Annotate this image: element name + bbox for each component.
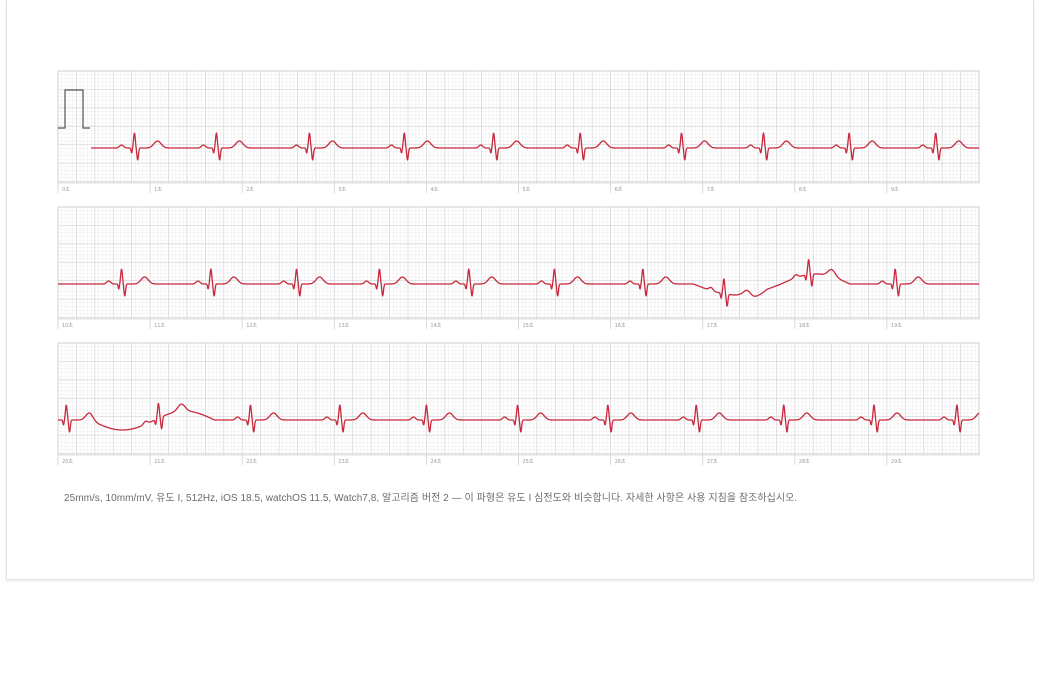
ecg-trace-1 [90,132,980,161]
time-tick-label: 8초 [799,187,807,193]
ecg-strip-1: 0초 1초 2초 3초 4초 5초 6초 7초 8초 9초 [57,70,980,193]
time-tick-label: 13초 [338,323,349,329]
time-tick-label: 26초 [615,459,626,465]
ecg-trace-3 [57,402,980,433]
time-tick-label: 18초 [799,323,810,329]
time-tick-label: 14초 [430,323,441,329]
time-tick-label: 2초 [246,187,254,193]
time-tick-label: 23초 [338,459,349,465]
time-tick-label: 29초 [891,459,902,465]
time-tick-label: 10초 [62,323,73,329]
grid-minor [58,343,979,455]
grid-major [57,206,980,319]
time-tick-label: 9초 [891,187,899,193]
time-tick-label: 15초 [523,323,534,329]
time-tick-label: 4초 [430,187,438,193]
time-tick-label: 21초 [154,459,165,465]
time-tick-label: 27초 [707,459,718,465]
grid-major [57,342,980,455]
time-tick-label: 3초 [338,187,346,193]
time-tick-label: 22초 [246,459,257,465]
time-tick-label: 12초 [246,323,257,329]
time-tick-label: 20초 [62,459,73,465]
grid-minor [58,71,979,183]
time-tick-label: 7초 [707,187,715,193]
time-tick-label: 16초 [615,323,626,329]
time-tick-label: 17초 [707,323,718,329]
ecg-chart: 0초 1초 2초 3초 4초 5초 6초 7초 8초 9초 10초 11초 12초 13초 14초 15초 16… [57,70,980,465]
time-tick-label: 1초 [154,187,162,193]
time-tick-label: 6초 [615,187,623,193]
ecg-trace-2 [57,259,980,307]
time-tick-label: 0초 [62,187,70,193]
grid-major [57,70,980,183]
time-tick-label: 5초 [523,187,531,193]
calibration-pulse [58,89,90,129]
recording-info-footnote: 25mm/s, 10mm/mV, 유도 I, 512Hz, iOS 18.5, … [64,493,798,504]
time-tick-label: 11초 [154,323,165,329]
grid-minor [58,207,979,319]
ecg-report-page: 0초 1초 2초 3초 4초 5초 6초 7초 8초 9초 10초 11초 12초 13초 14초 15초 16… [6,0,1034,580]
time-tick-label: 24초 [430,459,441,465]
time-tick-label: 25초 [523,459,534,465]
ecg-strip-3: 20초 21초 22초 23초 24초 25초 26초 27초 28초 29초 [57,342,980,465]
time-tick-label: 28초 [799,459,810,465]
time-tick-label: 19초 [891,323,902,329]
ecg-strip-2: 10초 11초 12초 13초 14초 15초 16초 17초 18초 19초 [57,206,980,329]
